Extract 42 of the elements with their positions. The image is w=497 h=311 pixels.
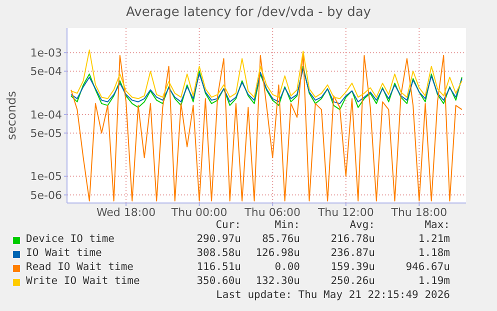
y-tick-label: 1e-03 [30, 46, 62, 60]
line-series [70, 68, 462, 104]
x-tick-label: Thu 12:00 [316, 206, 374, 219]
text: 132.30u [256, 275, 300, 287]
text: 946.67u [406, 261, 450, 273]
text: 250.26u [330, 275, 375, 287]
text: 1.19m [418, 275, 450, 287]
text: 216.78u [330, 233, 375, 245]
chart-title: Average latency for /dev/vda - by day [125, 5, 372, 20]
y-tick-label: 5e-06 [30, 188, 62, 202]
x-tick-label: Wed 18:00 [96, 206, 156, 219]
text: 1.21m [418, 233, 450, 245]
line-series [70, 66, 462, 110]
legend-label: IO Wait time [26, 247, 102, 259]
y-axis-title: seconds [4, 90, 18, 140]
y-tick-label: 5e-05 [30, 126, 62, 140]
x-tick-label: Thu 18:00 [390, 206, 448, 219]
text: 290.97u [196, 233, 241, 245]
line-series [70, 52, 462, 202]
legend-label: Device IO time [26, 233, 115, 245]
text: 126.98u [256, 247, 300, 259]
text: 116.51u [196, 261, 241, 273]
x-tick-label: Thu 06:00 [244, 206, 301, 219]
text: 85.76u [262, 233, 300, 245]
x-tick-label: Thu 00:00 [170, 206, 228, 219]
y-tick-label: 1e-04 [30, 108, 62, 122]
text: Min: [274, 219, 300, 231]
text: 1.18m [418, 247, 450, 259]
y-tick-label: 5e-04 [30, 65, 62, 78]
line-series [70, 50, 462, 100]
text: Max: [424, 219, 450, 231]
text: 350.60u [196, 275, 241, 287]
legend-label: Write IO Wait time [26, 275, 140, 287]
text: Cur: [216, 219, 241, 231]
text: 0.00 [274, 261, 300, 273]
text: 308.58u [196, 247, 241, 259]
text: Avg: [350, 219, 375, 231]
y-tick-label: 1e-05 [30, 170, 62, 184]
text: Last update: Thu May 21 22:15:49 2026 [216, 289, 450, 301]
text: 159.39u [330, 261, 375, 273]
text: 236.87u [330, 247, 375, 259]
legend-label: Read IO Wait time [26, 261, 134, 273]
